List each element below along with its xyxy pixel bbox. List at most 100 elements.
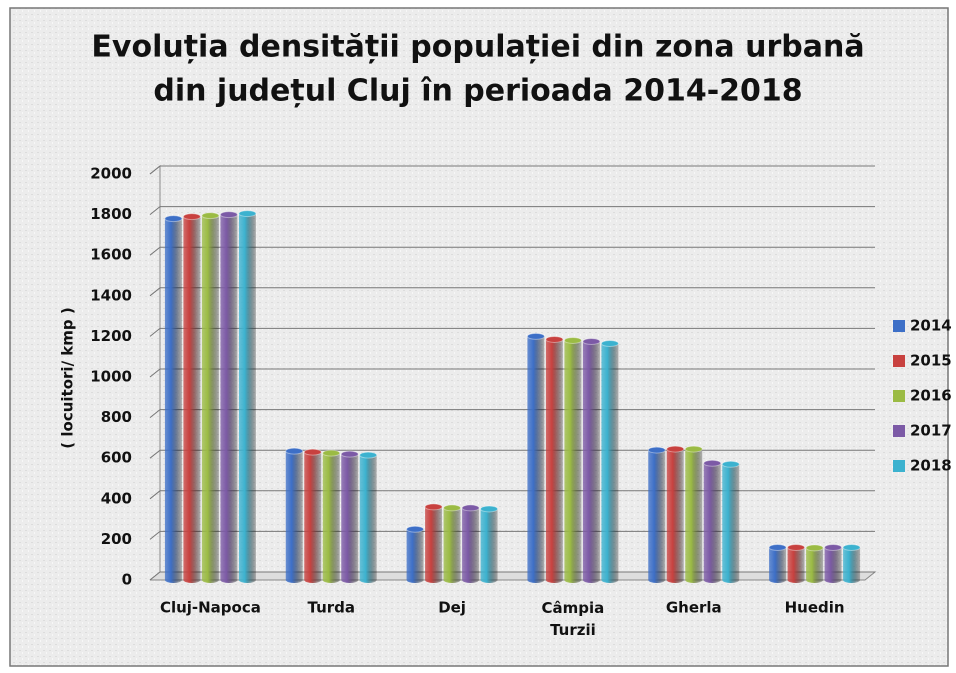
bar-top: [666, 445, 685, 453]
y-axis-label: ( locuitori/ kmp ): [59, 307, 77, 448]
bar-top: [721, 460, 740, 468]
legend-label: 2014: [910, 317, 952, 335]
grid-line: [149, 571, 875, 581]
bar-top: [480, 505, 499, 513]
bar: [666, 449, 684, 583]
y-tick-label: 1800: [90, 205, 132, 223]
bar: [164, 218, 182, 583]
bar: [601, 343, 619, 583]
bar: [183, 216, 201, 583]
bar-top: [768, 544, 787, 552]
bar: [285, 451, 303, 583]
bar-top: [684, 445, 703, 453]
legend-swatch: [893, 425, 905, 437]
y-tick-label: 400: [101, 489, 132, 507]
bar-top: [703, 459, 722, 467]
chart-title: din județul Cluj în perioada 2014-2018: [153, 74, 802, 109]
x-tick-label: Cluj-Napoca: [160, 599, 261, 617]
bar: [787, 547, 805, 583]
bar: [462, 507, 480, 583]
bar: [648, 450, 666, 583]
bar: [425, 506, 443, 583]
grid-line: [149, 327, 875, 337]
bar-top: [322, 449, 341, 457]
bar-top: [787, 544, 806, 552]
grid-line: [149, 165, 875, 175]
bar: [406, 529, 424, 583]
legend-swatch: [893, 355, 905, 367]
grid-line: [149, 246, 875, 256]
bar-top: [164, 215, 183, 223]
bar: [220, 214, 238, 583]
bar-top: [182, 213, 201, 221]
bar-top: [824, 544, 843, 552]
bar-top: [443, 504, 462, 512]
bar: [304, 452, 322, 583]
bar: [359, 455, 377, 583]
bar: [843, 547, 861, 583]
legend-swatch: [893, 460, 905, 472]
y-tick-label: 600: [101, 449, 132, 467]
bar-top: [238, 210, 257, 218]
legend-label: 2015: [910, 352, 952, 370]
y-tick-label: 1600: [90, 246, 132, 264]
bar-top: [563, 336, 582, 344]
legend-label: 2018: [910, 457, 952, 475]
bar-top: [545, 335, 564, 343]
y-tick-label: 2000: [90, 165, 132, 183]
bar: [238, 213, 256, 583]
bar-top: [406, 525, 425, 533]
bar-top: [461, 504, 480, 512]
y-tick-label: 1200: [90, 327, 132, 345]
x-tick-label: Gherla: [666, 599, 722, 617]
x-tick-label: Câmpia Turzii: [542, 599, 605, 639]
bar-top: [600, 340, 619, 348]
bar-top: [526, 332, 545, 340]
bar: [545, 339, 563, 583]
bar-top: [647, 446, 666, 454]
chart-title: Evoluția densității populației din zona …: [91, 30, 864, 65]
grid-line: [149, 490, 875, 500]
bar: [582, 341, 600, 583]
bar-top: [842, 544, 861, 552]
bar-top: [424, 503, 443, 511]
bar-top: [201, 212, 220, 220]
y-tick-label: 1000: [90, 368, 132, 386]
bar: [722, 464, 740, 583]
bar: [201, 215, 219, 584]
legend-swatch: [893, 320, 905, 332]
bar: [824, 547, 842, 583]
legend-swatch: [893, 390, 905, 402]
bar: [703, 463, 721, 583]
grid-line: [149, 368, 875, 378]
grid-line: [149, 206, 875, 215]
floor: [150, 571, 877, 581]
bar-top: [805, 544, 824, 552]
bar: [341, 454, 359, 583]
y-tick-label: 800: [101, 408, 132, 426]
grid-line: [149, 409, 875, 418]
bar-top: [582, 337, 601, 345]
bar: [685, 449, 703, 583]
y-tick-label: 200: [101, 530, 132, 548]
y-tick-label: 0: [122, 571, 132, 589]
x-tick-label: Huedin: [785, 599, 845, 617]
bar-top: [219, 211, 238, 219]
bar: [806, 547, 824, 583]
x-tick-label: Turda: [307, 599, 355, 617]
grid-line: [149, 287, 875, 297]
bar: [564, 340, 582, 583]
grid-line: [149, 530, 875, 540]
bar: [527, 336, 545, 583]
grid-line: [149, 449, 875, 459]
bar: [443, 507, 461, 583]
bar: [769, 547, 787, 583]
y-tick-label: 1400: [90, 286, 132, 304]
bar: [322, 453, 340, 583]
bar-top: [359, 451, 378, 459]
bar-top: [285, 447, 304, 455]
bar: [480, 508, 498, 583]
bar-top: [303, 448, 322, 456]
bar-top: [340, 450, 359, 458]
